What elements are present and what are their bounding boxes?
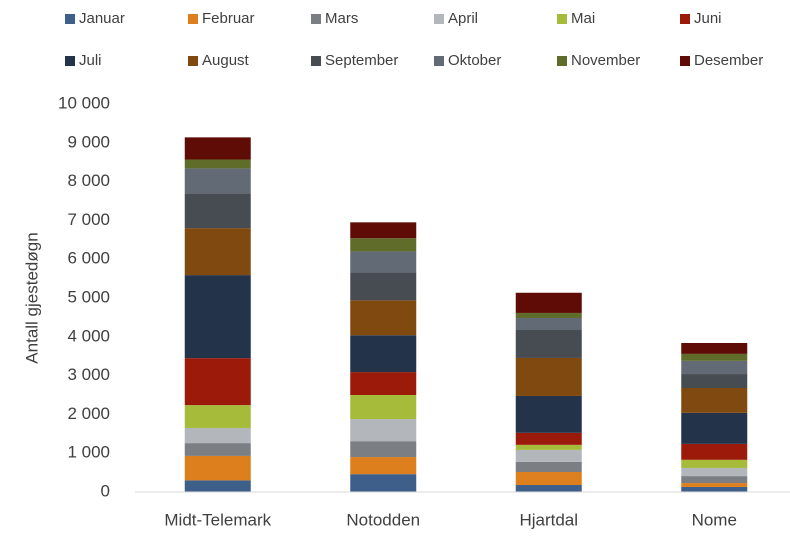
bar-segment — [681, 412, 748, 444]
bar-segment — [350, 419, 417, 442]
y-tick-label: 9 000 — [67, 132, 110, 151]
bar-segment — [350, 457, 417, 475]
bar-segment — [350, 300, 417, 336]
legend-label: August — [202, 52, 250, 69]
bar-segment — [184, 275, 251, 359]
bar-segment — [350, 238, 417, 252]
legend-label: Februar — [202, 10, 255, 27]
bar-segment — [184, 159, 251, 169]
bar-segment — [515, 317, 582, 331]
x-tick-label: Midt-Telemark — [164, 510, 271, 529]
bar-segment — [681, 459, 748, 468]
bar-segment — [515, 485, 582, 492]
bar-segment — [350, 441, 417, 458]
legend-label: Juli — [79, 52, 102, 69]
bar-segment — [184, 358, 251, 406]
x-tick-label: Hjartdal — [519, 510, 578, 529]
legend-label: Mai — [571, 10, 595, 27]
y-axis-label: Antall gjestedøgn — [22, 232, 41, 363]
bar-segment — [681, 360, 748, 375]
legend-swatch — [188, 56, 198, 66]
y-tick-label: 0 — [101, 481, 110, 500]
bar-segment — [681, 467, 748, 477]
legend-swatch — [65, 56, 75, 66]
bar-segment — [184, 168, 251, 194]
bar-segment — [515, 449, 582, 462]
legend-label: September — [325, 52, 398, 69]
legend-label: Juni — [694, 10, 722, 27]
bar-segment — [515, 330, 582, 358]
bar-segment — [184, 193, 251, 229]
bar-segment — [681, 343, 748, 354]
legend-label: Desember — [694, 52, 763, 69]
legend-swatch — [434, 14, 444, 24]
bar-segment — [681, 388, 748, 413]
bar-segment — [350, 251, 417, 273]
bar-segment — [350, 395, 417, 420]
y-tick-label: 7 000 — [67, 210, 110, 229]
bar-segment — [515, 444, 582, 450]
bar-segment — [515, 395, 582, 433]
y-tick-label: 3 000 — [67, 365, 110, 384]
legend-swatch — [188, 14, 198, 24]
bar-segment — [515, 357, 582, 396]
legend-label: Januar — [79, 10, 125, 27]
bar-segment — [515, 292, 582, 313]
legend-swatch — [434, 56, 444, 66]
legend-swatch — [680, 14, 690, 24]
bar-segment — [184, 137, 251, 160]
x-tick-label: Nome — [692, 510, 737, 529]
y-tick-label: 2 000 — [67, 404, 110, 423]
bar-segment — [350, 372, 417, 395]
bar-segment — [681, 476, 748, 484]
bar-segment — [184, 455, 251, 481]
legend-swatch — [311, 56, 321, 66]
y-tick-label: 4 000 — [67, 326, 110, 345]
bar-segment — [515, 472, 582, 486]
bar-segment — [184, 427, 251, 444]
y-tick-label: 1 000 — [67, 443, 110, 462]
bar-segment — [681, 353, 748, 361]
legend-swatch — [557, 56, 567, 66]
bar-segment — [184, 443, 251, 456]
y-tick-label: 10 000 — [58, 93, 110, 112]
x-tick-label: Notodden — [346, 510, 420, 529]
bar-segment — [350, 335, 417, 373]
bar-segment — [515, 432, 582, 445]
bar-segment — [681, 374, 748, 389]
legend-swatch — [65, 14, 75, 24]
bar-segment — [184, 480, 251, 492]
bar-segment — [515, 461, 582, 473]
legend-swatch — [557, 14, 567, 24]
bar-segment — [681, 443, 748, 460]
y-tick-label: 6 000 — [67, 249, 110, 268]
y-tick-label: 8 000 — [67, 171, 110, 190]
bar-segment — [350, 222, 417, 239]
bar-segment — [515, 312, 582, 318]
legend-label: April — [448, 10, 478, 27]
bar-segment — [681, 483, 748, 487]
legend-label: Mars — [325, 10, 358, 27]
bar-segment — [184, 405, 251, 428]
bar-segment — [350, 474, 417, 492]
legend-label: Oktober — [448, 52, 501, 69]
legend-swatch — [311, 14, 321, 24]
bar-segment — [184, 228, 251, 276]
legend-swatch — [680, 56, 690, 66]
legend-label: November — [571, 52, 640, 69]
bar-segment — [681, 486, 748, 492]
bar-segment — [350, 272, 417, 301]
y-tick-label: 5 000 — [67, 287, 110, 306]
